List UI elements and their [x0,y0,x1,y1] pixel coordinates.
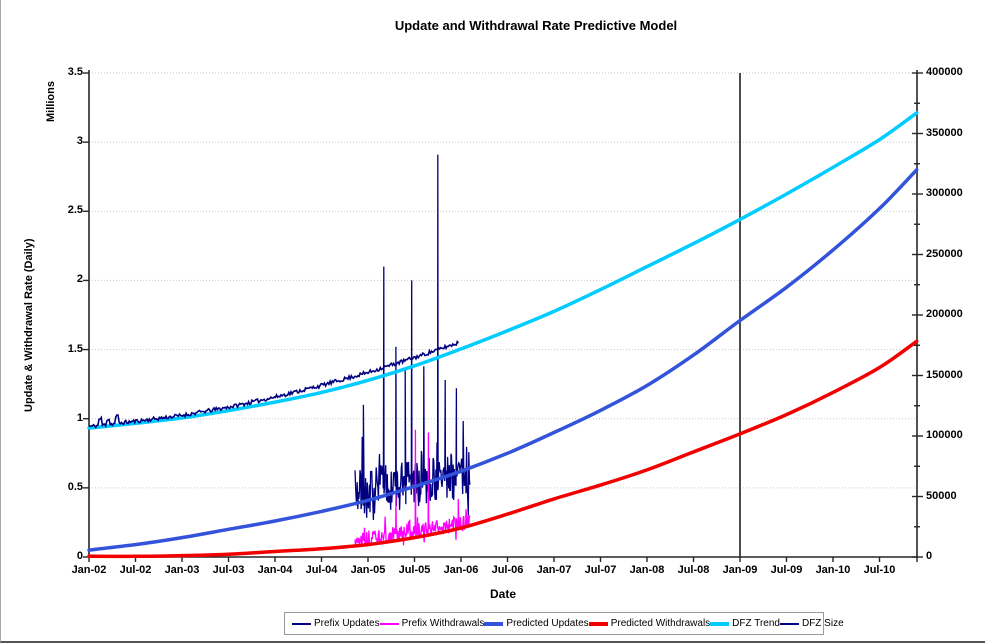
left-axis-tick-label: 3.5 [67,66,83,78]
legend-line-sample-prefix-updates [292,622,311,625]
right-axis-tick-label: 100000 [926,429,963,441]
x-axis-tick-label: Jul-04 [305,564,338,576]
left-axis-units-label: Millions [45,81,57,122]
legend-item-prefix-withdrawals: Prefix Withdrawals [379,618,485,629]
right-axis-tick-label: 250000 [926,247,963,260]
series-line-prefix-withdrawals [354,429,471,547]
legend-item-predicted-updates: Predicted Updates [484,618,589,629]
left-axis-tick-label: 2.5 [67,204,83,217]
legend-item-predicted-withdrawals: Predicted Withdrawals [588,618,711,629]
x-axis-tick-label: Jan-08 [629,564,665,576]
legend-item-dfz-size: DFZ Size [779,618,844,629]
x-axis-tick-label: Jan-09 [722,564,758,576]
series-line-predicted-updates [87,168,919,552]
legend-item-prefix-updates: Prefix Updates [292,618,380,629]
legend-line-sample-predicted-withdrawals [588,621,608,626]
series-line-prefix-updates [354,154,471,521]
left-axis-tick-label: 1 [76,411,83,424]
left-axis-tick-label: 0 [76,550,83,562]
x-axis-tick-label: Jan-06 [443,564,479,576]
right-axis-tick-label: 50000 [926,489,957,502]
x-axis-tick-label: Jul-02 [119,564,152,576]
x-axis-tick-label: Jan-07 [536,564,572,576]
x-axis-tick-label: Jul-03 [212,564,245,576]
legend-item-dfz-trend: DFZ Trend [710,618,780,629]
left-axis-tick-label: 2 [76,273,83,286]
right-axis-tick-label: 300000 [926,187,963,199]
x-axis-tick-label: Jul-08 [677,564,710,576]
series-line-predicted-withdrawals [87,339,919,559]
x-axis-title: Date [489,587,517,601]
legend-label: Predicted Updates [506,618,589,629]
x-axis-tick-label: Jan-04 [257,564,293,576]
left-axis-tick-label: 3 [76,135,83,148]
legend: Prefix Updates Prefix Withdrawals Predicte… [284,612,844,635]
x-axis-tick-label: Jan-02 [71,564,107,576]
chart-title: Update and Withdrawal Rate Predictive Mo… [394,18,678,33]
x-axis-tick-label: Jan-05 [350,564,386,576]
x-axis-tick-label: Jul-06 [491,564,524,576]
legend-label: DFZ Trend [732,618,780,629]
left-axis-tick-label: 1.5 [67,342,83,355]
x-axis-tick-label: Jan-03 [164,564,200,576]
x-axis-tick-label: Jul-09 [770,564,803,576]
legend-line-sample-prefix-withdrawals [379,622,399,625]
x-axis-tick-label: Jan-10 [815,564,851,576]
right-axis-tick-label: 400000 [926,66,963,78]
series-line-dfz-size [88,339,460,429]
legend-label: DFZ Size [801,618,844,629]
legend-line-sample-dfz-size [779,622,799,625]
legend-line-sample-predicted-updates [484,621,504,626]
right-axis-tick-label: 150000 [926,368,963,381]
left-axis-tick-label: 0.5 [67,480,83,493]
x-axis-tick-label: Jul-10 [863,564,896,576]
right-axis-tick-label: 0 [926,550,933,562]
legend-label: Predicted Withdrawals [610,618,711,629]
x-axis-tick-label: Jul-07 [584,564,617,576]
left-axis-title: Update & Withdrawal Rate (Daily) [23,238,35,412]
right-axis-tick-label: 350000 [926,126,963,139]
legend-label: Prefix Updates [314,618,380,629]
right-axis-tick-label: 200000 [926,308,963,320]
x-axis-tick-label: Jul-05 [398,564,431,576]
legend-label: Prefix Withdrawals [401,618,485,629]
legend-line-sample-dfz-trend [710,621,730,626]
series-line-dfz-trend [87,111,919,430]
